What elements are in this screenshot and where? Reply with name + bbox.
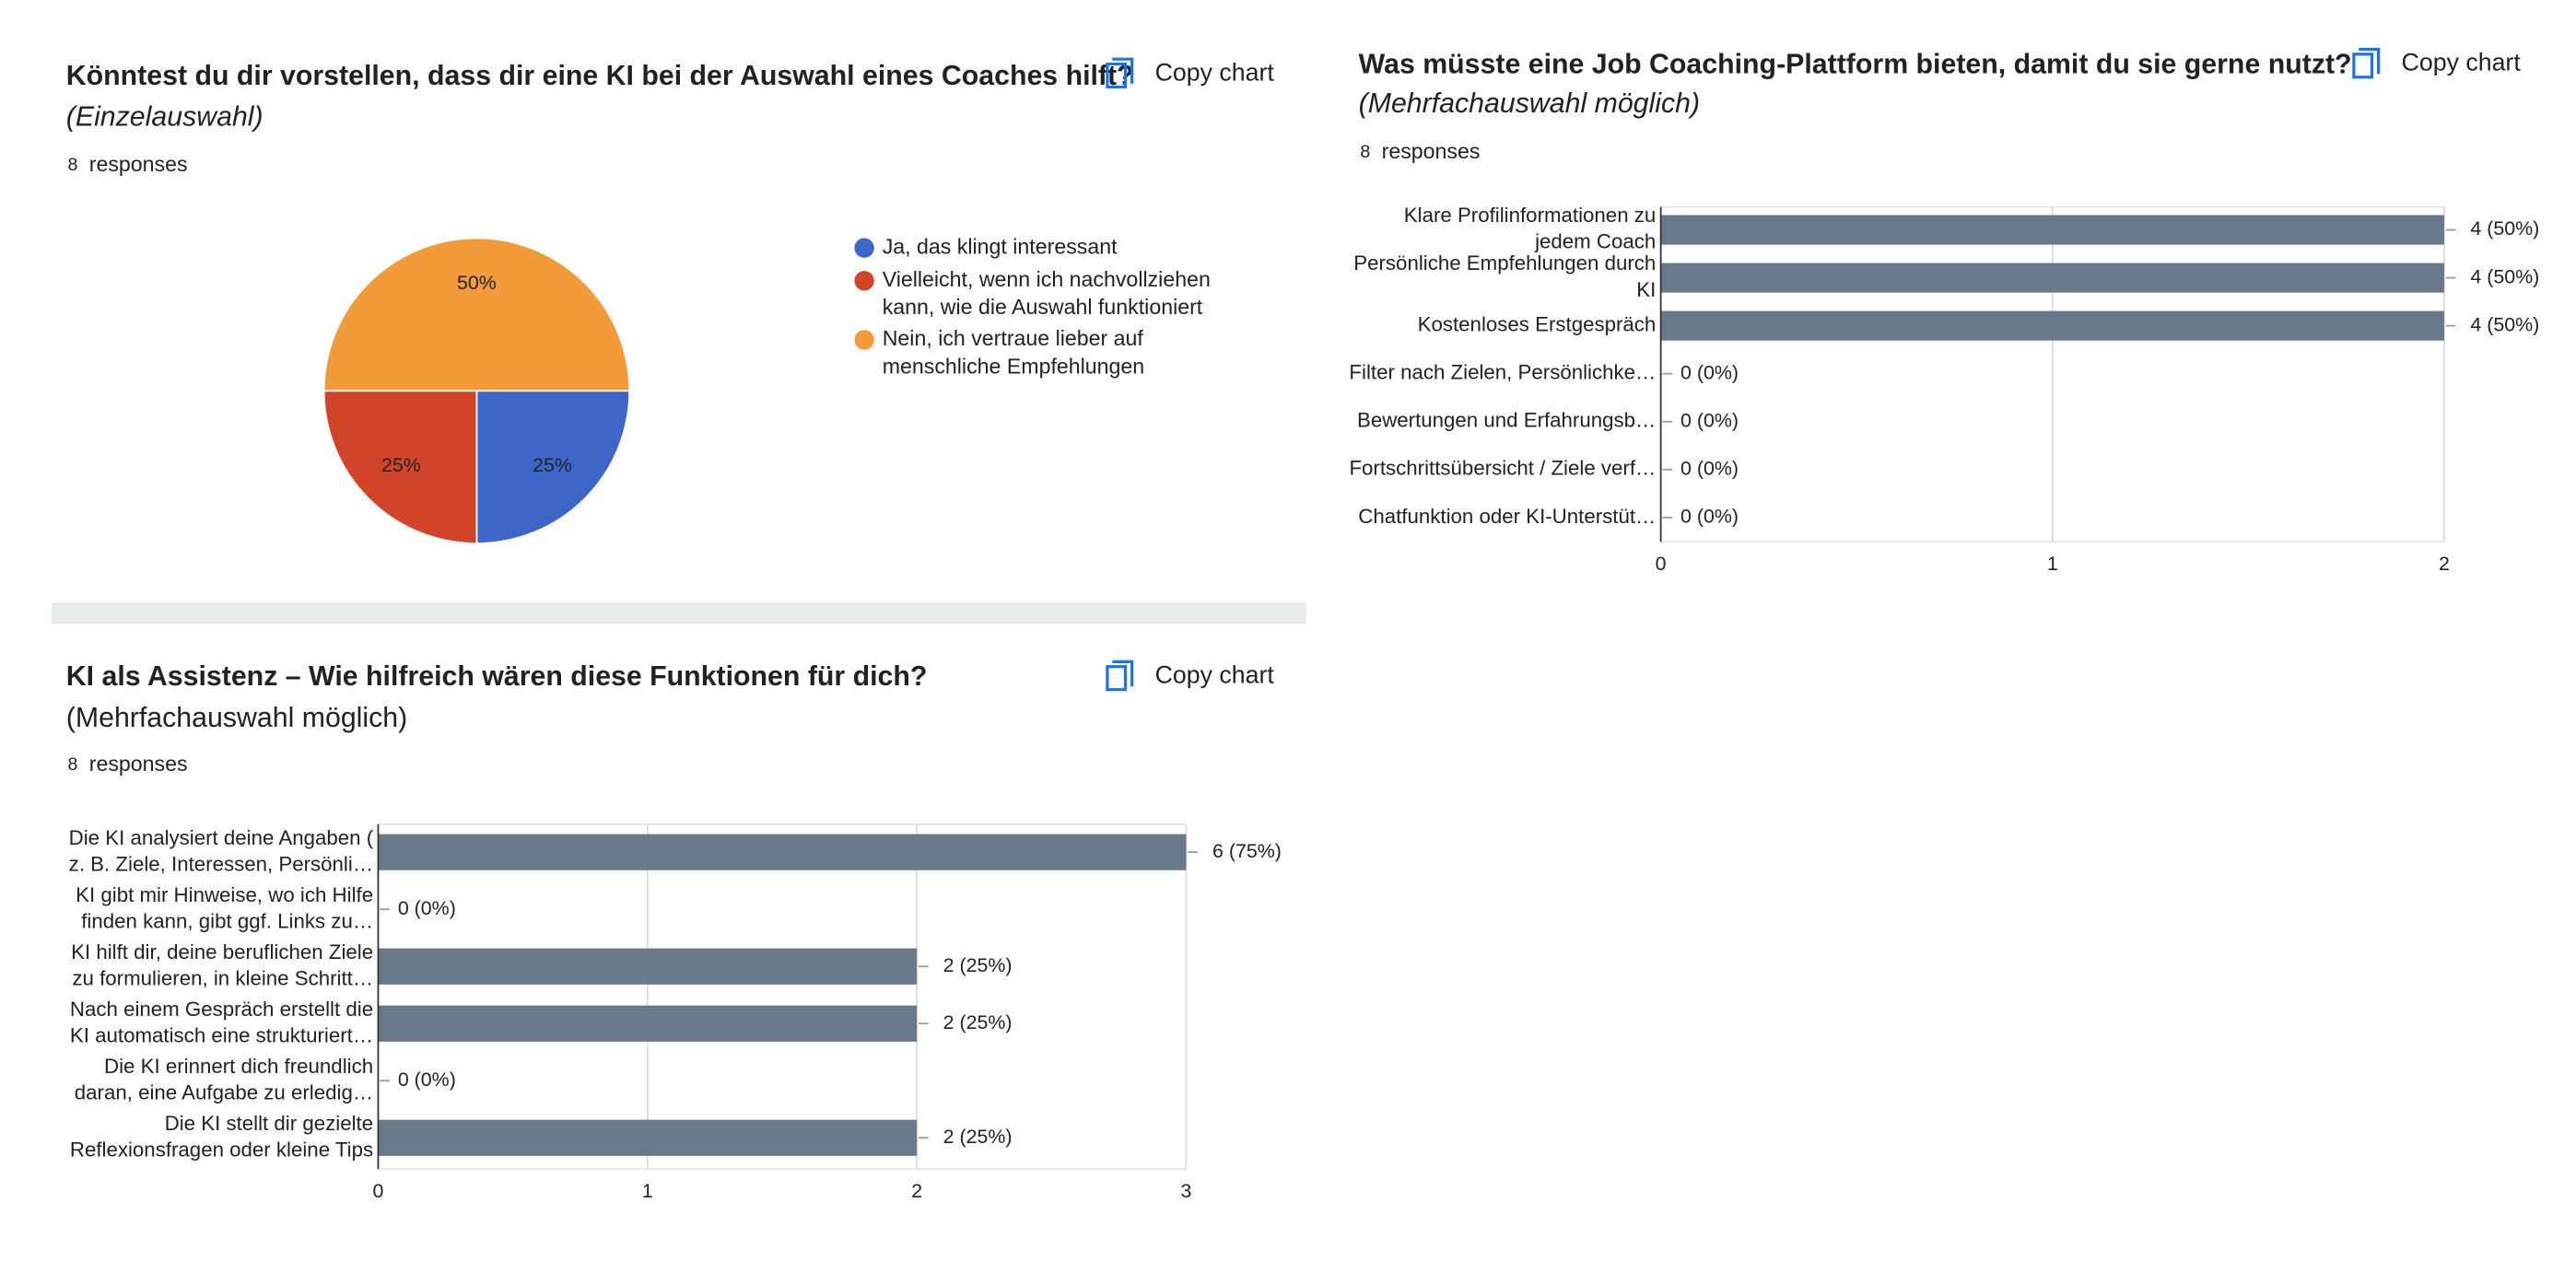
value-label: 4 (50%) xyxy=(2470,265,2539,287)
value-label: 0 (0%) xyxy=(398,897,456,919)
y-tick-label: Persönliche Empfehlungen durch xyxy=(1353,251,1656,274)
x-tick-label: 1 xyxy=(642,1180,653,1202)
y-tick-label: daran, eine Aufgabe zu erledig… xyxy=(75,1080,373,1103)
x-tick-label: 0 xyxy=(1656,553,1667,575)
value-label: 4 (50%) xyxy=(2470,217,2539,239)
response-count: 8 xyxy=(68,155,78,175)
chart-title: Könntest du dir vorstellen, dass dir ein… xyxy=(66,61,1134,91)
legend-label: Ja, das klingt interessant xyxy=(883,234,1118,258)
response-label: responses xyxy=(1382,139,1481,163)
bar xyxy=(378,834,1187,870)
copy-icon xyxy=(1106,665,1128,692)
pie-slice xyxy=(322,390,478,544)
copy-chart-label: Copy chart xyxy=(2402,49,2522,76)
value-label: 2 (25%) xyxy=(943,1011,1013,1033)
chart-title: Was müsste eine Job Coaching-Plattform b… xyxy=(1359,49,2352,79)
legend-swatch xyxy=(854,238,874,258)
value-label: 2 (25%) xyxy=(943,1126,1013,1148)
y-tick-label: jedem Coach xyxy=(1534,230,1656,253)
value-label: 0 (0%) xyxy=(1680,506,1739,528)
y-tick-label: Die KI stellt dir gezielte xyxy=(165,1112,373,1135)
y-tick-label: zu formulieren, in kleine Schritt… xyxy=(72,966,373,989)
bars xyxy=(378,834,1187,1156)
bar xyxy=(378,948,918,985)
legend-label: Nein, ich vertraue lieber auf xyxy=(883,326,1144,350)
y-tick-label: finden kann, gibt ggf. Links zu… xyxy=(81,909,373,932)
bars xyxy=(1660,215,2444,341)
y-tick-label: KI xyxy=(1636,278,1656,301)
bar xyxy=(1660,215,2444,245)
value-label: 2 (25%) xyxy=(943,954,1013,976)
bar xyxy=(1660,310,2444,341)
legend-label: menschliche Empfehlungen xyxy=(883,354,1144,378)
legend-label: kann, wie die Auswahl funktioniert xyxy=(883,295,1203,319)
y-tick-label: Klare Profilinformationen zu xyxy=(1404,204,1657,227)
copy-chart-button[interactable]: Copy chart xyxy=(2352,47,2522,79)
copy-chart-button[interactable]: Copy chart xyxy=(1106,660,1275,692)
x-tick-label: 2 xyxy=(2439,553,2450,575)
response-label: responses xyxy=(89,752,188,776)
slice-label: 25% xyxy=(381,454,421,476)
y-tick-label: Die KI analysiert deine Angaben ( xyxy=(69,826,374,849)
legend-label: Vielleicht, wenn ich nachvollziehen xyxy=(883,267,1211,291)
x-tick-label: 1 xyxy=(2047,553,2058,575)
y-tick-label: KI hilft dir, deine beruflichen Ziele xyxy=(71,940,373,963)
copy-icon xyxy=(1112,57,1134,84)
copy-icon xyxy=(1112,660,1134,687)
copy-chart-label: Copy chart xyxy=(1155,660,1275,688)
x-tick-label: 0 xyxy=(373,1180,384,1202)
y-tick-label: Nach einem Gespräch erstellt die xyxy=(70,998,373,1021)
chart-subtitle: (Einzelauswahl) xyxy=(66,101,263,132)
separator xyxy=(51,602,1306,625)
value-label: 0 (0%) xyxy=(398,1068,456,1091)
value-label: 0 (0%) xyxy=(1680,409,1739,431)
y-tick-label: Kostenloses Erstgespräch xyxy=(1418,313,1657,336)
response-label: responses xyxy=(89,152,188,176)
chart-subtitle: (Mehrfachauswahl möglich) xyxy=(66,703,407,733)
copy-chart-button[interactable]: Copy chart xyxy=(1106,57,1275,89)
legend-swatch xyxy=(854,330,874,350)
y-tick-label: Filter nach Zielen, Persönlichke… xyxy=(1349,361,1656,384)
copy-chart-label: Copy chart xyxy=(1155,58,1275,86)
response-count: 8 xyxy=(68,754,78,775)
response-count: 8 xyxy=(1360,142,1370,162)
y-tick-label: KI automatisch eine strukturiert… xyxy=(70,1023,373,1046)
bar xyxy=(378,1119,918,1156)
y-tick-label: z. B. Ziele, Interessen, Persönli… xyxy=(69,852,373,875)
copy-icon xyxy=(1106,62,1128,89)
y-tick-label: Die KI erinnert dich freundlich xyxy=(104,1055,373,1078)
copy-icon xyxy=(2359,47,2381,75)
copy-icon xyxy=(2352,53,2374,79)
value-label: 6 (75%) xyxy=(1212,840,1282,862)
slice-label: 25% xyxy=(533,454,572,476)
y-tick-label: Fortschrittsübersicht / Ziele verf… xyxy=(1349,457,1656,480)
value-label: 0 (0%) xyxy=(1680,361,1739,383)
legend-swatch xyxy=(854,271,874,291)
y-tick-label: KI gibt mir Hinweise, wo ich Hilfe xyxy=(76,883,373,906)
y-tick-label: Bewertungen und Erfahrungsb… xyxy=(1357,409,1656,432)
y-tick-label: Chatfunktion oder KI-Unterstüt… xyxy=(1358,505,1656,528)
bar xyxy=(1660,263,2444,293)
slice-label: 50% xyxy=(457,272,497,294)
value-label: 0 (0%) xyxy=(1680,457,1739,479)
chart-subtitle: (Mehrfachauswahl möglich) xyxy=(1359,88,1700,119)
y-tick-label: Reflexionsfragen oder kleine Tips xyxy=(70,1138,373,1161)
pie-slice xyxy=(475,390,631,544)
chart-title: KI als Assistenz – Wie hilfreich wären d… xyxy=(66,661,928,692)
value-label: 4 (50%) xyxy=(2470,313,2539,335)
bar xyxy=(378,1005,918,1042)
pie-slice xyxy=(322,237,631,392)
x-tick-label: 2 xyxy=(911,1180,922,1202)
x-tick-label: 3 xyxy=(1181,1180,1192,1202)
